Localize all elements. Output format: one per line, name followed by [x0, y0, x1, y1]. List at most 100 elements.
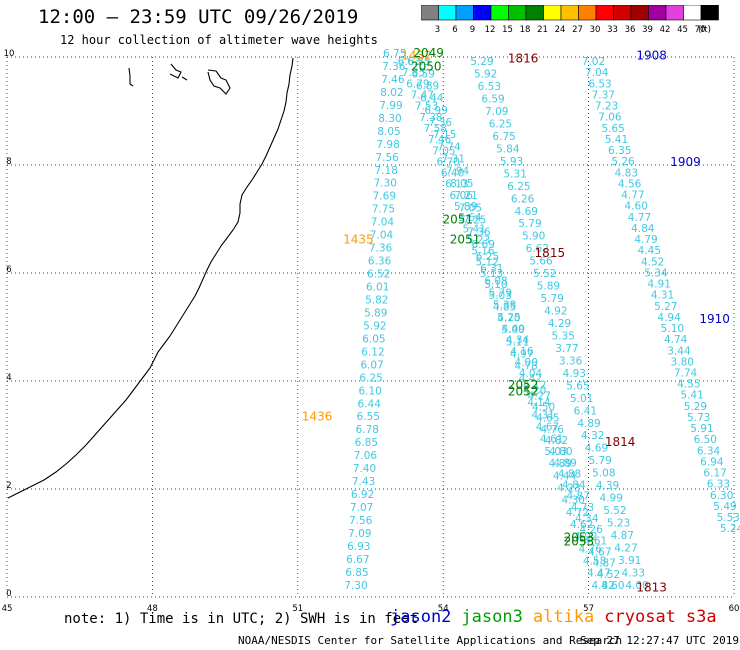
satellite-legend: jason2jason3altikacryosats3a	[390, 607, 727, 627]
wave-height-value: 6.93	[347, 541, 370, 553]
pass-time-label: 1815	[535, 246, 566, 260]
wave-height-value: 4.58	[583, 556, 606, 568]
wave-height-value: 4.60	[625, 201, 648, 213]
wave-height-value: 5.82	[365, 294, 388, 306]
wave-height-value: 4.79	[634, 234, 657, 246]
wave-height-value: 7.56	[349, 515, 373, 527]
pass-time-label: 2051	[450, 232, 481, 246]
footer-note: note: 1) Time is in UTC; 2) SWH is in fe…	[64, 611, 418, 627]
wave-height-value: 7.37	[592, 89, 615, 101]
wave-height-value: 4.29	[548, 318, 571, 330]
wave-height-value: 6.50	[694, 434, 717, 446]
wave-height-value: 5.89	[537, 281, 560, 293]
wave-height-value: 5.41	[680, 390, 703, 402]
footer-credit: NOAA/NESDIS Center for Satellite Applica…	[238, 634, 622, 647]
wave-height-value: 4.32	[581, 430, 604, 442]
wave-height-value: 5.41	[605, 134, 628, 146]
wave-height-value: 6.31	[480, 263, 503, 275]
wave-height-value: 6.26	[511, 193, 535, 205]
wave-height-value: 6.85	[355, 437, 378, 449]
wave-height-value: 7.15	[433, 129, 456, 141]
wave-height-value: 6.33	[707, 479, 730, 491]
wave-height-value: 6.34	[697, 445, 721, 457]
wave-height-value: 4.78	[514, 361, 537, 373]
wave-height-value: 5.34	[644, 267, 668, 279]
wave-height-value: 6.78	[356, 424, 379, 436]
wave-height-value: 3.91	[618, 555, 641, 567]
wave-height-value: 6.01	[366, 282, 389, 294]
x-tick-label: 45	[2, 604, 13, 614]
wave-height-value: 5.29	[470, 56, 493, 68]
wave-height-value: 7.98	[376, 139, 399, 151]
wave-height-value: 4.77	[628, 212, 651, 224]
wave-height-value: 4.92	[544, 306, 567, 318]
pass-time-label: 1435	[343, 232, 374, 246]
wave-height-value: 8.05	[377, 126, 400, 138]
coastline	[8, 58, 293, 498]
wave-height-value: 5.49	[713, 501, 736, 513]
wave-height-value: 5.79	[540, 293, 563, 305]
wave-height-value: 6.44	[358, 398, 382, 410]
wave-height-value: 7.30	[344, 580, 367, 592]
wave-height-value: 3.36	[559, 355, 583, 367]
pass-time-label: 1910	[699, 312, 730, 326]
wave-height-value: 4.94	[657, 312, 681, 324]
wave-height-value: 4.55	[677, 379, 700, 391]
wave-height-value: 7.21	[454, 190, 477, 202]
wave-height-value: 4.62	[570, 519, 593, 531]
wave-height-value: 7.02	[582, 56, 605, 68]
wave-height-value: 4.89	[577, 418, 600, 430]
wave-height-value: 5.29	[684, 401, 707, 413]
pass-time-label: 2053	[564, 535, 595, 549]
pass-time-label: 1908	[636, 49, 667, 63]
wave-height-value: 6.99	[424, 105, 447, 117]
x-tick-label: 60	[729, 604, 740, 614]
wave-height-value: 5.73	[687, 412, 710, 424]
wave-height-value: 6.30	[710, 490, 733, 502]
wave-height-value: 7.31	[442, 154, 465, 166]
wave-height-value: 7.43	[352, 476, 375, 488]
wave-height-value: 5.01	[570, 393, 593, 405]
pass-time-label: 1909	[670, 155, 701, 169]
wave-height-value: 6.25	[489, 118, 512, 130]
wave-height-value: 6.25	[359, 372, 382, 384]
wave-height-value: 7.74	[674, 368, 698, 380]
wave-height-value: 6.10	[358, 385, 381, 397]
wave-height-value: 5.10	[661, 323, 684, 335]
wave-height-value: 7.75	[372, 204, 395, 216]
y-tick-label: 10	[4, 49, 15, 59]
wave-height-value: 5.38	[493, 300, 516, 312]
wave-height-value: 4.14	[527, 397, 551, 409]
wave-height-value: 5.35	[552, 330, 575, 342]
wave-height-value: 4.69	[515, 206, 538, 218]
wave-height-value: 7.06	[598, 112, 622, 124]
wave-height-value: 4.44	[553, 470, 577, 482]
wave-height-value: 4.93	[563, 368, 586, 380]
wave-height-value: 4.33	[622, 567, 645, 579]
wave-height-value: 4.99	[600, 493, 623, 505]
wave-height-value: 6.85	[345, 567, 368, 579]
wave-height-value: 4.31	[651, 290, 674, 302]
wave-height-value: 5.11	[506, 336, 529, 348]
wave-height-value: 6.25	[507, 181, 530, 193]
wave-height-value: 4.89	[549, 458, 572, 470]
wave-height-value: 5.25	[497, 312, 520, 324]
wave-height-value: 6.05	[362, 333, 385, 345]
wave-height-value: 5.91	[690, 423, 713, 435]
wave-height-value: 4.67	[536, 422, 559, 434]
y-tick-label: 8	[6, 157, 11, 167]
wave-height-value: 7.74	[437, 141, 461, 153]
wave-height-value: 7.04	[371, 217, 395, 229]
wave-height-value: 5.65	[601, 123, 624, 135]
satellite-name-s3a: s3a	[686, 607, 717, 627]
wave-height-value: 7.09	[485, 106, 508, 118]
wave-height-value: 5.23	[607, 518, 630, 530]
wave-height-value: 4.91	[648, 279, 671, 291]
wave-height-value: 4.82	[591, 580, 614, 592]
wave-height-value: 7.40	[353, 463, 376, 475]
wave-height-value: 3.44	[667, 345, 691, 357]
wave-height-value: 5.31	[504, 168, 527, 180]
wave-height-value: 8.02	[380, 87, 403, 99]
pass-time-label: 2051	[442, 212, 473, 226]
wave-height-value: 6.75	[492, 131, 515, 143]
